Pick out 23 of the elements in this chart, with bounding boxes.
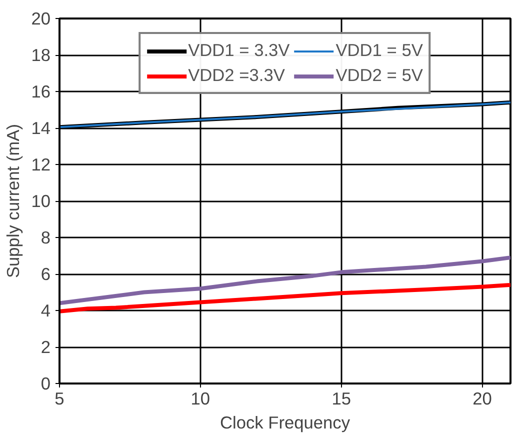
y-tick-label: 10 <box>31 191 51 211</box>
x-tick-label: 10 <box>190 388 210 408</box>
legend-label: VDD2 =3.3V <box>188 65 285 86</box>
y-axis-title: Supply current (mA) <box>3 124 24 278</box>
y-tick-label: 8 <box>40 228 51 248</box>
legend-label: VDD2 = 5V <box>336 65 423 86</box>
x-tick-label: 20 <box>472 388 492 408</box>
x-tick-label: 15 <box>332 388 352 408</box>
legend-label: VDD1 = 3.3V <box>188 40 290 61</box>
line-series <box>60 282 510 314</box>
line-series <box>60 256 510 306</box>
y-tick-label: 6 <box>40 264 51 284</box>
legend-label: VDD1 = 5V <box>336 40 423 61</box>
y-tick-label: 16 <box>31 82 51 102</box>
y-tick-label: 14 <box>31 118 51 138</box>
x-tick-label: 5 <box>54 388 64 408</box>
y-tick-label: 20 <box>31 8 51 28</box>
y-tick-label: 0 <box>40 374 51 394</box>
y-tick-label: 4 <box>40 300 51 320</box>
y-tick-label: 18 <box>31 45 51 65</box>
y-tick-label: 2 <box>40 337 51 357</box>
x-axis-title: Clock Frequency <box>220 412 350 432</box>
y-tick-label: 12 <box>31 154 51 174</box>
